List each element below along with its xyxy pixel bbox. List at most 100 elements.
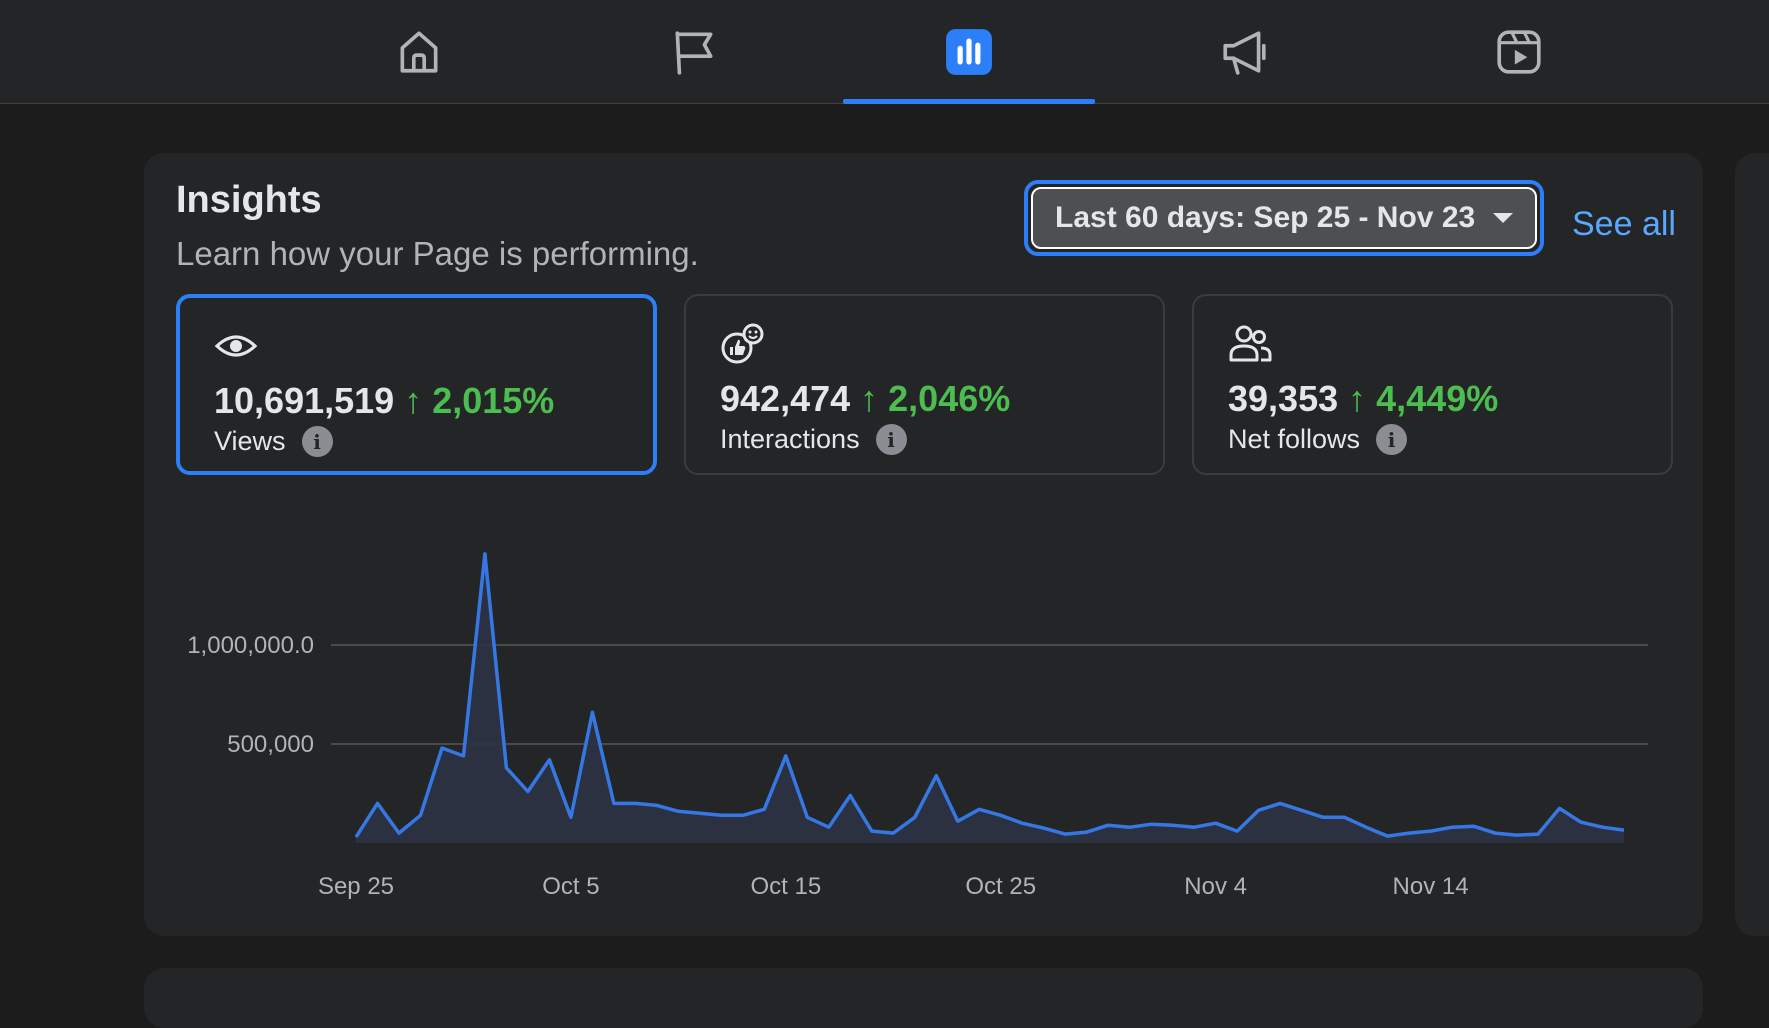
- data-point: [1406, 830, 1412, 836]
- side-card: [1735, 153, 1769, 936]
- date-range-dropdown[interactable]: Last 60 days: Sep 25 - Nov 23: [1024, 180, 1544, 256]
- data-point: [1600, 824, 1606, 830]
- eye-icon: [214, 335, 258, 357]
- tab-reels[interactable]: [1393, 0, 1645, 103]
- metric-change: ↑ 2,046%: [860, 378, 1011, 419]
- data-point: [1557, 805, 1563, 811]
- metric-card-interactions[interactable]: 942,474 ↑ 2,046% Interactions i: [684, 294, 1165, 475]
- info-icon[interactable]: i: [301, 426, 333, 457]
- data-point: [654, 802, 660, 808]
- data-point: [568, 814, 574, 820]
- metric-label: Views i: [214, 426, 333, 457]
- views-chart: 500,000 1,000,000.0 Sep 25 Oct 5 Oct 15 Oct …: [187, 552, 1648, 900]
- data-point: [718, 812, 724, 818]
- x-tick-label: Oct 25: [965, 873, 1036, 900]
- data-point: [546, 757, 552, 763]
- data-point: [374, 800, 380, 806]
- data-point: [1234, 828, 1240, 834]
- data-point: [1148, 821, 1154, 827]
- info-icon[interactable]: i: [1376, 424, 1408, 455]
- top-nav: [0, 0, 1769, 104]
- bar-chart-icon: [946, 28, 992, 75]
- data-point: [1385, 833, 1391, 839]
- data-point: [761, 806, 767, 812]
- data-point: [869, 828, 875, 834]
- data-point: [1041, 825, 1047, 831]
- data-point: [611, 800, 617, 806]
- page-subtitle: Learn how your Page is performing.: [176, 235, 699, 272]
- data-point: [912, 814, 918, 820]
- data-point: [1256, 807, 1262, 813]
- x-tick-label: Nov 14: [1393, 873, 1469, 900]
- y-tick-label: 1,000,000.0: [187, 632, 314, 659]
- metric-label: Net follows i: [1228, 424, 1408, 455]
- data-point: [998, 812, 1004, 818]
- data-point: [1471, 823, 1477, 829]
- date-range-label: Last 60 days: Sep 25 - Nov 23: [1055, 201, 1476, 234]
- data-point: [1127, 824, 1133, 830]
- data-point: [1277, 800, 1283, 806]
- data-point: [1299, 807, 1305, 813]
- metric-change: ↑ 2,015%: [404, 380, 555, 421]
- metric-label: Interactions i: [720, 424, 907, 455]
- metric-change: ↑ 4,449%: [1348, 378, 1499, 419]
- page-title: Insights: [176, 179, 322, 221]
- next-card: [144, 968, 1703, 1028]
- data-point: [1535, 831, 1541, 837]
- tab-ads[interactable]: [1118, 0, 1370, 103]
- data-point: [1621, 827, 1627, 833]
- data-point: [1449, 824, 1455, 830]
- data-point: [804, 814, 810, 820]
- insights-card: Insights Learn how your Page is performi…: [144, 153, 1703, 936]
- data-point: [353, 834, 359, 840]
- x-tick-label: Nov 4: [1184, 873, 1247, 900]
- data-point: [396, 830, 402, 836]
- data-point: [1514, 832, 1520, 838]
- data-point: [1105, 822, 1111, 828]
- data-point: [503, 765, 509, 771]
- metric-card-views[interactable]: 10,691,519 ↑ 2,015% Views i: [176, 294, 657, 475]
- views-line: [354, 552, 1625, 839]
- data-point: [847, 792, 853, 798]
- data-point: [976, 806, 982, 812]
- data-point: [955, 818, 961, 824]
- x-tick-label: Oct 15: [750, 873, 821, 900]
- metric-value: 39,353 ↑ 4,449%: [1228, 378, 1499, 419]
- data-point: [675, 808, 681, 814]
- data-point: [826, 824, 832, 830]
- data-point: [1084, 829, 1090, 835]
- metric-card-net-follows[interactable]: 39,353 ↑ 4,449% Net follows i: [1192, 294, 1673, 475]
- data-point: [460, 753, 466, 759]
- tab-home[interactable]: [293, 0, 545, 103]
- y-tick-label: 500,000: [227, 731, 314, 758]
- flag-icon: [675, 30, 713, 75]
- data-point: [1492, 830, 1498, 836]
- people-icon: [1229, 325, 1272, 362]
- metric-value: 10,691,519 ↑ 2,015%: [214, 380, 555, 421]
- data-point: [890, 830, 896, 836]
- tab-pages[interactable]: [568, 0, 820, 103]
- data-point: [740, 812, 746, 818]
- data-point: [1062, 831, 1068, 837]
- metric-value: 942,474 ↑ 2,046%: [720, 378, 1011, 419]
- data-point: [1428, 828, 1434, 834]
- data-point: [1019, 820, 1025, 826]
- data-point: [1170, 822, 1176, 828]
- data-point: [1578, 819, 1584, 825]
- x-tick-label: Oct 5: [542, 873, 599, 900]
- reels-icon: [1497, 29, 1541, 74]
- data-point: [632, 800, 638, 806]
- tab-insights[interactable]: [843, 0, 1095, 104]
- info-icon[interactable]: i: [875, 424, 907, 455]
- caret-down-icon: [1493, 213, 1514, 223]
- interactions-icon: [721, 323, 764, 364]
- home-icon: [400, 30, 438, 73]
- megaphone-icon: [1223, 30, 1266, 75]
- views-area: [356, 553, 1624, 843]
- data-point: [697, 810, 703, 816]
- see-all-link[interactable]: See all: [1572, 205, 1676, 243]
- data-point: [525, 789, 531, 795]
- data-point: [589, 709, 595, 715]
- data-point: [439, 745, 445, 751]
- data-point: [1213, 820, 1219, 826]
